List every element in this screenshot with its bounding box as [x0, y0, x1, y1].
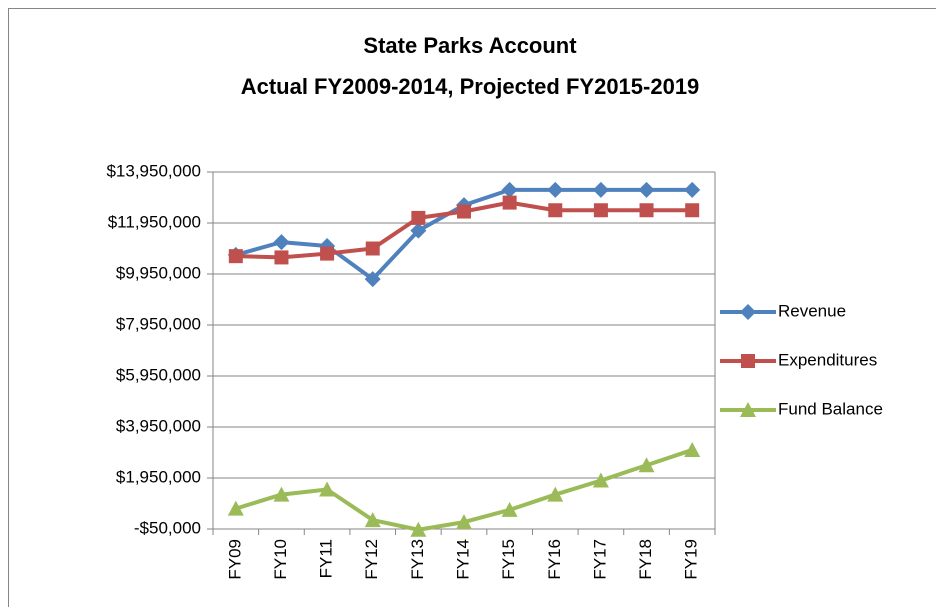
marker	[364, 512, 381, 528]
marker	[548, 203, 563, 218]
x-tick-label: FY19	[682, 539, 701, 580]
y-tick-label: -$50,000	[134, 518, 201, 537]
marker	[741, 354, 755, 368]
marker	[273, 486, 290, 502]
marker	[685, 203, 700, 218]
marker	[411, 210, 426, 225]
x-tick-label: FY09	[225, 539, 244, 580]
marker	[456, 514, 472, 530]
y-tick-label: $7,950,000	[116, 314, 201, 333]
y-tick-label: $11,950,000	[108, 212, 201, 231]
legend-label: Revenue	[778, 301, 846, 320]
y-tick-label: $3,950,000	[116, 416, 201, 435]
marker	[638, 457, 655, 473]
chart-subtitle: Actual FY2009-2014, Projected FY2015-201…	[241, 74, 700, 99]
x-tick-label: FY15	[499, 539, 518, 580]
y-tick-label: $9,950,000	[116, 263, 201, 282]
marker	[320, 246, 335, 261]
marker	[227, 500, 244, 516]
chart-frame	[8, 8, 936, 607]
marker	[274, 250, 289, 265]
x-tick-label: FY18	[636, 539, 655, 580]
x-tick-label: FY11	[317, 539, 336, 578]
y-tick-label: $1,950,000	[116, 467, 201, 486]
y-tick-label: $5,950,000	[116, 365, 201, 384]
legend-label: Fund Balance	[778, 399, 883, 418]
y-tick-label: $13,950,000	[106, 161, 201, 180]
legend-label: Expenditures	[778, 350, 877, 369]
chart-title: State Parks Account	[363, 33, 577, 58]
marker	[740, 402, 756, 417]
x-tick-label: FY14	[453, 539, 472, 580]
marker	[593, 203, 608, 218]
marker	[638, 181, 655, 198]
marker	[228, 249, 243, 264]
marker	[639, 203, 654, 218]
x-tick-label: FY17	[590, 539, 609, 580]
marker	[457, 204, 471, 219]
marker	[547, 181, 564, 198]
marker	[365, 241, 380, 256]
marker	[501, 181, 518, 198]
marker	[592, 472, 609, 488]
marker	[740, 304, 756, 320]
marker	[684, 441, 701, 457]
marker	[319, 481, 336, 497]
marker	[684, 181, 701, 198]
marker	[502, 195, 517, 210]
x-tick-label: FY12	[362, 539, 381, 580]
marker	[501, 501, 518, 517]
x-tick-label: FY16	[545, 539, 564, 580]
marker	[273, 234, 290, 251]
marker	[592, 181, 609, 198]
marker	[410, 222, 427, 239]
marker	[364, 271, 381, 288]
x-tick-label: FY13	[408, 539, 427, 580]
x-tick-label: FY10	[271, 539, 290, 580]
marker	[547, 486, 564, 502]
marker	[410, 521, 427, 537]
